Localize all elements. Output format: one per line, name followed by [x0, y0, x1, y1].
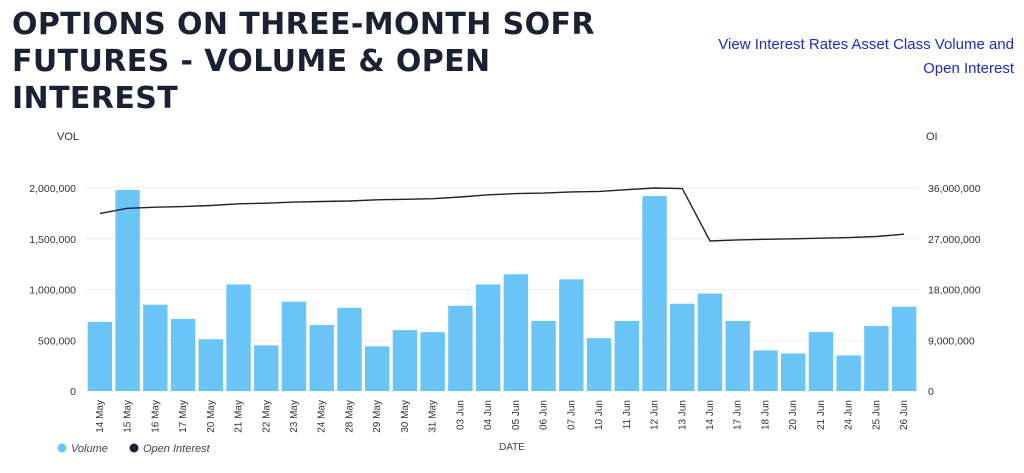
volume-bar: [475, 284, 501, 391]
x-tick-label: 15 May: [123, 400, 134, 433]
x-tick-label: 24 May: [317, 400, 328, 433]
x-tick-label: 03 Jun: [455, 400, 466, 430]
volume-bar: [337, 307, 362, 391]
volume-bar: [115, 190, 140, 391]
legend-item-volume[interactable]: Volume: [57, 443, 108, 455]
legend: Volume Open Interest: [57, 443, 211, 455]
left-axis-label: VOL: [57, 131, 79, 143]
x-tick-label: 23 May: [289, 400, 300, 433]
volume-bar: [254, 345, 279, 391]
x-tick-label: 17 Jun: [733, 400, 744, 430]
left-tick-label: 2,000,000: [29, 183, 76, 195]
left-tick-label: 1,500,000: [29, 234, 76, 246]
volume-bar: [531, 320, 556, 391]
volume-bar: [87, 321, 113, 391]
x-tick-label: 30 May: [400, 400, 411, 433]
volume-bar: [753, 350, 778, 391]
legend-volume-label: Volume: [71, 443, 108, 455]
x-tick-label: 25 Jun: [871, 400, 882, 430]
x-tick-label: 28 May: [344, 400, 355, 433]
legend-oi-marker: [129, 443, 139, 453]
volume-bar: [725, 320, 750, 391]
open-interest-line: [99, 187, 905, 242]
volume-bar: [808, 332, 834, 391]
volume-bar: [559, 279, 584, 391]
volume-bars: [87, 190, 917, 391]
volume-bar: [891, 306, 917, 391]
x-tick-label: 13 Jun: [677, 400, 688, 430]
volume-bar: [448, 305, 473, 391]
x-tick-label: 20 Jun: [788, 400, 799, 430]
x-tick-label: 11 Jun: [622, 400, 633, 429]
volume-bar: [586, 338, 612, 391]
left-tick-label: 1,000,000: [29, 285, 76, 297]
x-tick-label: 16 May: [150, 400, 161, 433]
x-axis-ticks: 14 May 15 May 16 May 17 May 20 May 21 May 22 M…: [95, 400, 910, 433]
volume-oi-chart: 0 500,000 1,000,000 1,500,000 2,000,000 0 9,0…: [29, 131, 981, 455]
volume-bar: [642, 196, 667, 391]
x-tick-label: 07 Jun: [566, 400, 577, 430]
left-axis-ticks: 0 500,000 1,000,000 1,500,000 2,000,000: [29, 183, 76, 398]
volume-bar: [697, 293, 723, 391]
right-tick-label: 27,000,000: [928, 234, 981, 246]
volume-bar: [864, 326, 889, 391]
volume-bar: [670, 303, 695, 391]
volume-bar: [503, 274, 529, 391]
legend-item-open-interest[interactable]: Open Interest: [129, 443, 211, 455]
volume-bar: [836, 355, 861, 391]
left-tick-label: 0: [70, 386, 76, 398]
x-tick-label: 24 Jun: [844, 400, 855, 430]
volume-bar: [281, 301, 307, 391]
chart-container: 0 500,000 1,000,000 1,500,000 2,000,000 0 9,0…: [0, 120, 1024, 468]
x-tick-label: 21 May: [234, 400, 245, 433]
right-tick-label: 18,000,000: [928, 285, 981, 297]
x-tick-label: 22 May: [261, 400, 272, 433]
volume-bar: [170, 318, 196, 391]
right-tick-label: 36,000,000: [928, 183, 981, 195]
x-tick-label: 20 May: [206, 400, 217, 433]
volume-bar: [780, 353, 806, 391]
volume-bar: [364, 346, 390, 391]
legend-volume-marker: [57, 443, 67, 453]
x-tick-label: 31 May: [428, 400, 439, 433]
volume-bar: [143, 304, 168, 391]
x-tick-label: 21 Jun: [816, 400, 827, 430]
x-tick-label: 14 Jun: [705, 400, 716, 430]
x-tick-label: 04 Jun: [483, 400, 494, 430]
volume-bar: [198, 339, 224, 391]
left-tick-label: 500,000: [38, 335, 76, 347]
volume-bar: [392, 330, 418, 391]
volume-bar: [614, 320, 640, 391]
volume-bar: [309, 325, 334, 391]
page-title: OPTIONS ON THREE-MONTH SOFR FUTURES - VO…: [12, 7, 595, 116]
volume-bar: [226, 284, 251, 391]
x-tick-label: 29 May: [372, 400, 383, 433]
x-tick-label: 14 May: [95, 400, 106, 433]
x-tick-label: 26 Jun: [899, 400, 910, 430]
x-tick-label: 06 Jun: [539, 400, 550, 430]
right-axis-ticks: 0 9,000,000 18,000,000 27,000,000 36,000,000: [928, 183, 981, 398]
x-tick-label: 17 May: [178, 400, 189, 433]
x-tick-label: 05 Jun: [511, 400, 522, 430]
legend-oi-label: Open Interest: [143, 443, 211, 455]
x-tick-label: 12 Jun: [650, 400, 661, 430]
volume-bar: [420, 332, 445, 391]
x-tick-label: 18 Jun: [760, 400, 771, 430]
right-tick-label: 9,000,000: [928, 335, 975, 347]
right-axis-label: OI: [926, 131, 938, 143]
x-axis-label: DATE: [499, 442, 525, 453]
asset-class-link[interactable]: View Interest Rates Asset Class Volume a…: [718, 36, 1014, 77]
x-tick-label: 10 Jun: [594, 400, 605, 430]
right-tick-label: 0: [928, 386, 934, 398]
